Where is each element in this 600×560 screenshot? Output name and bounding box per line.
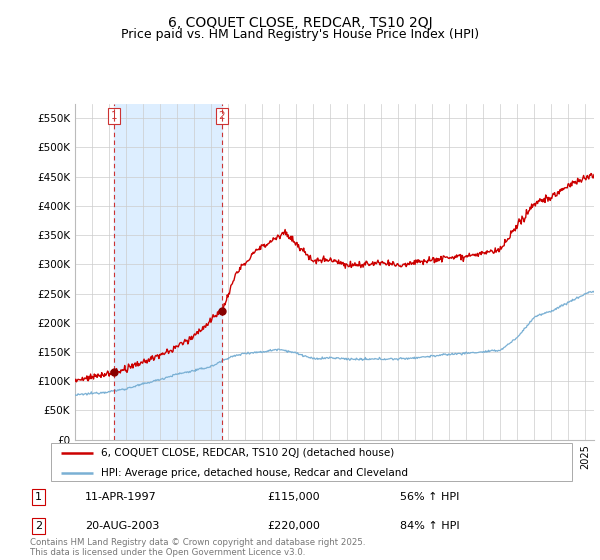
Text: 1: 1 — [110, 111, 117, 121]
FancyBboxPatch shape — [50, 444, 572, 481]
Text: 1: 1 — [35, 492, 42, 502]
Text: £220,000: £220,000 — [268, 521, 320, 531]
Text: £115,000: £115,000 — [268, 492, 320, 502]
Text: 2: 2 — [35, 521, 42, 531]
Text: 20-AUG-2003: 20-AUG-2003 — [85, 521, 160, 531]
Text: Price paid vs. HM Land Registry's House Price Index (HPI): Price paid vs. HM Land Registry's House … — [121, 28, 479, 41]
Text: 6, COQUET CLOSE, REDCAR, TS10 2QJ: 6, COQUET CLOSE, REDCAR, TS10 2QJ — [167, 16, 433, 30]
Text: 2: 2 — [219, 111, 226, 121]
Text: 11-APR-1997: 11-APR-1997 — [85, 492, 157, 502]
Text: Contains HM Land Registry data © Crown copyright and database right 2025.
This d: Contains HM Land Registry data © Crown c… — [30, 538, 365, 557]
Text: 84% ↑ HPI: 84% ↑ HPI — [400, 521, 460, 531]
Text: HPI: Average price, detached house, Redcar and Cleveland: HPI: Average price, detached house, Redc… — [101, 468, 408, 478]
Bar — [114, 104, 222, 440]
Text: 56% ↑ HPI: 56% ↑ HPI — [400, 492, 459, 502]
Text: 6, COQUET CLOSE, REDCAR, TS10 2QJ (detached house): 6, COQUET CLOSE, REDCAR, TS10 2QJ (detac… — [101, 448, 394, 458]
